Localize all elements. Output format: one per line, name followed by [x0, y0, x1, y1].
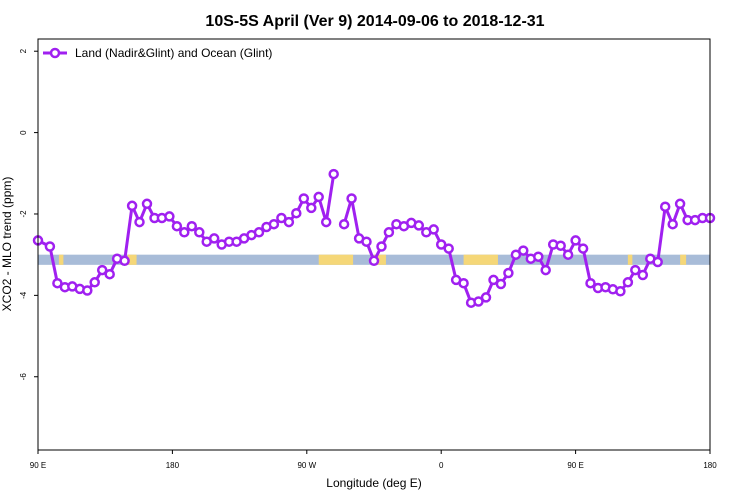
- x-tick-label: 90 E: [30, 461, 46, 470]
- data-point: [503, 267, 514, 279]
- data-point: [268, 218, 280, 230]
- data-point: [637, 269, 649, 281]
- data-point: [383, 227, 395, 238]
- data-point: [276, 212, 287, 224]
- data-point: [652, 256, 663, 268]
- land-band-segment: [127, 254, 137, 265]
- data-point: [291, 207, 302, 219]
- chart-title: 10S-5S April (Ver 9) 2014-09-06 to 2018-…: [205, 13, 544, 30]
- data-point: [585, 277, 596, 289]
- data-point: [346, 193, 357, 204]
- data-point: [96, 264, 108, 276]
- data-point: [283, 216, 295, 228]
- data-point: [126, 200, 138, 212]
- legend: Land (Nadir&Glint) and Ocean (Glint): [43, 46, 272, 60]
- x-tick-label: 90 E: [567, 461, 583, 470]
- data-point: [622, 277, 634, 288]
- data-point: [134, 216, 145, 228]
- series-layer: [32, 168, 716, 308]
- data-point: [495, 278, 507, 290]
- data-point: [518, 245, 529, 256]
- x-tick-label: 90 W: [297, 461, 316, 470]
- data-point: [659, 201, 671, 212]
- data-point: [480, 292, 492, 303]
- data-point: [488, 274, 499, 286]
- data-point: [194, 227, 205, 238]
- data-point: [52, 277, 63, 289]
- data-point: [179, 227, 190, 238]
- data-point: [473, 296, 484, 307]
- data-point: [104, 268, 115, 280]
- data-point: [443, 243, 454, 254]
- y-tick-label: 0: [19, 130, 28, 135]
- data-point: [89, 277, 100, 288]
- land-band-segment: [463, 254, 498, 265]
- data-point: [298, 193, 310, 204]
- data-point: [328, 168, 339, 180]
- land-band-segment: [318, 254, 354, 265]
- y-tick-label: -4: [19, 291, 28, 299]
- legend-label: Land (Nadir&Glint) and Ocean (Glint): [75, 46, 272, 60]
- land-band-segment: [627, 254, 633, 265]
- data-point: [577, 243, 589, 254]
- data-point: [458, 277, 469, 289]
- data-point: [171, 220, 183, 232]
- data-point: [630, 264, 641, 276]
- legend-marker-swatch: [49, 47, 61, 59]
- data-point: [428, 224, 439, 235]
- data-point: [361, 236, 372, 247]
- data-point: [562, 249, 574, 260]
- x-axis-label: Longitude (deg E): [326, 476, 421, 490]
- data-point: [119, 255, 130, 267]
- land-band-segment: [680, 254, 687, 265]
- data-point: [540, 264, 551, 276]
- data-point: [164, 211, 175, 222]
- data-point: [674, 198, 686, 210]
- data-point: [82, 285, 93, 296]
- data-point: [141, 198, 153, 210]
- land-band-segment: [58, 254, 64, 265]
- data-point: [510, 249, 522, 260]
- x-tick-label: 0: [439, 461, 444, 470]
- data-point: [413, 220, 425, 231]
- y-tick-label: -2: [19, 210, 28, 218]
- land-band-segment: [374, 254, 386, 265]
- data-point: [320, 216, 332, 228]
- data-point: [338, 218, 350, 230]
- x-tick-label: 180: [703, 461, 717, 470]
- y-axis: 2 0 -2 -4 -6: [19, 48, 38, 380]
- data-point: [570, 235, 581, 246]
- data-point: [667, 218, 678, 230]
- x-axis: 90 E 180 90 W 0 90 E 180: [30, 450, 717, 470]
- data-point: [253, 227, 265, 238]
- data-point: [533, 251, 544, 262]
- data-point: [368, 255, 380, 267]
- plot-frame: [37, 38, 711, 451]
- data-point: [615, 286, 626, 297]
- data-point: [208, 233, 220, 244]
- y-tick-label: -6: [19, 373, 28, 381]
- data-point: [44, 241, 56, 252]
- x-tick-label: 180: [166, 461, 180, 470]
- data-point: [555, 240, 566, 251]
- data-point: [186, 220, 198, 232]
- y-tick-label: 2: [19, 48, 28, 53]
- data-point: [313, 191, 324, 203]
- data-point: [306, 202, 317, 214]
- data-point: [435, 239, 447, 250]
- data-point: [376, 241, 387, 252]
- y-axis-label: XCO2 - MLO trend (ppm): [0, 177, 14, 312]
